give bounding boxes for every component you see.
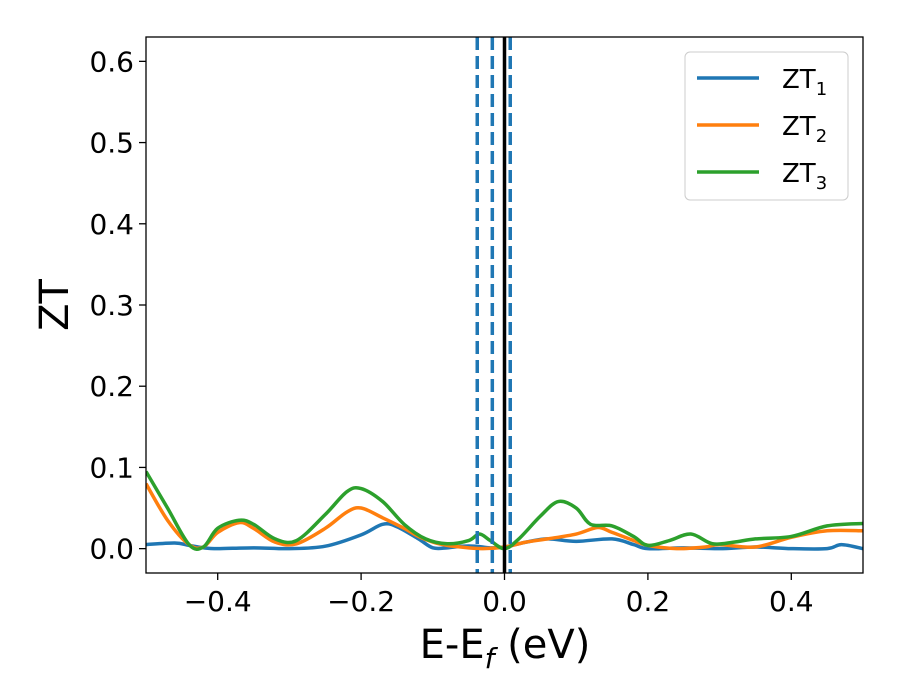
series-line-zt1: [146, 521, 863, 551]
y-tick-label: 0.3: [89, 289, 134, 322]
legend-label-zt2: ZT2: [782, 112, 827, 147]
series-line-zt3: [146, 470, 863, 551]
plot-content: [146, 37, 863, 573]
y-tick-label: 0.6: [89, 45, 134, 78]
legend-box: [684, 51, 849, 201]
legend-label-zt3: ZT3: [782, 159, 827, 194]
x-axis-label-main: E-E: [420, 622, 485, 668]
axis-ticks: −0.4 −0.2 0.0 0.2 0.4 0.0 0.1 0.2 0.3 0.4 0.5 0.6: [89, 45, 813, 618]
y-tick-label: 0.0: [89, 533, 134, 566]
x-tick-label: 0.4: [769, 585, 814, 618]
y-tick-label: 0.2: [89, 370, 134, 403]
y-tick-label: 0.4: [89, 208, 134, 241]
x-tick-label: −0.4: [184, 585, 252, 618]
x-tick-label: 0.0: [482, 585, 527, 618]
x-tick-label: −0.2: [327, 585, 395, 618]
legend: ZT1 ZT2 ZT3: [684, 51, 849, 201]
legend-label-zt1: ZT1: [782, 65, 827, 100]
x-axis-label: E-Ef (eV): [420, 622, 591, 675]
y-tick-label: 0.5: [89, 127, 134, 160]
y-axis-label: ZT: [32, 279, 78, 331]
series-line-zt2: [146, 482, 863, 551]
y-tick-label: 0.1: [89, 451, 134, 484]
x-tick-label: 0.2: [626, 585, 671, 618]
x-axis-label-unit: (eV): [494, 622, 590, 668]
